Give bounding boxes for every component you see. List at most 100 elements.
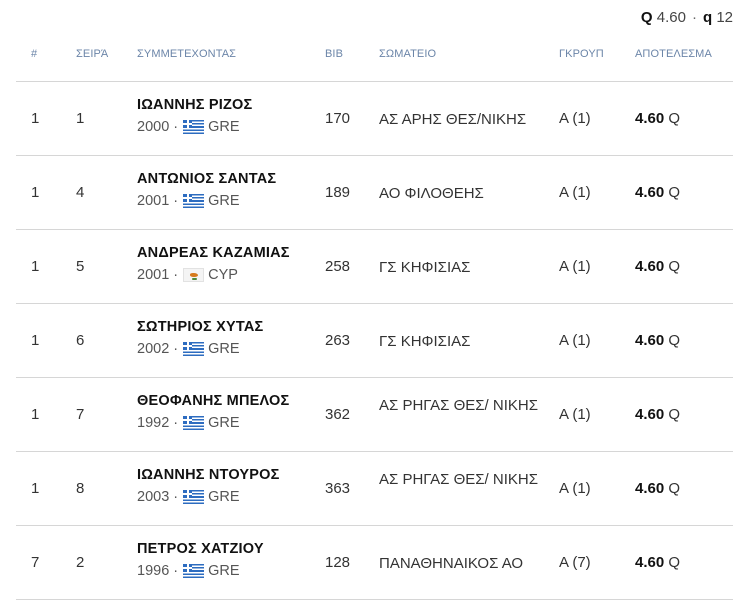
qualification-badge: Q <box>668 258 681 275</box>
qualification-badge: Q <box>668 184 681 201</box>
info-separator: · <box>173 341 179 357</box>
country-code: GRE <box>208 341 240 357</box>
header-result: ΑΠΟΤΕΛΕΣΜΑ <box>635 48 712 60</box>
athlete-info: 2003 · GRE <box>137 489 240 505</box>
athlete-name-link[interactable]: ΘΕΟΦΑΝΗΣ ΜΠΕΛΟΣ <box>137 393 290 409</box>
table-row[interactable]: 1 1 ΙΩΑΝΝΗΣ ΡΙΖΟΣ 2000 · GRE 170 ΑΣ ΑΡΗΣ… <box>16 82 733 156</box>
bib-cell: 170 <box>325 110 351 127</box>
qualification-badge: Q <box>668 406 681 423</box>
greece-flag-icon <box>183 194 205 208</box>
qualification-badge: Q <box>668 332 681 349</box>
birth-year: 2002 <box>137 341 170 357</box>
club-cell: ΑΣ ΑΡΗΣ ΘΕΣ/ΝΙΚΗΣ <box>379 111 527 128</box>
header-heat: ΣΕΙΡΆ <box>76 48 109 60</box>
heat-cell: 1 <box>76 110 85 127</box>
group-cell: A (1) <box>559 332 591 349</box>
qualification-badge: Q <box>668 110 681 127</box>
heat-cell: 6 <box>76 332 85 349</box>
qualification-badge: Q <box>668 554 681 571</box>
rank-cell: 1 <box>31 480 40 497</box>
athlete-name-link[interactable]: ΙΩΑΝΝΗΣ ΡΙΖΟΣ <box>137 97 253 113</box>
info-separator: · <box>173 119 179 135</box>
group-cell: A (1) <box>559 480 591 497</box>
table-row[interactable]: 1 4 ΑΝΤΩΝΙΟΣ ΣΑΝΤΑΣ 2001 · GRE 189 ΑΟ ΦΙ… <box>16 156 733 230</box>
club-cell: ΓΣ ΚΗΦΙΣΙΑΣ <box>379 259 471 276</box>
info-separator: · <box>173 489 179 505</box>
info-separator: · <box>173 563 179 579</box>
result-mark: 4.60 <box>635 110 665 127</box>
greece-flag-icon <box>183 416 205 430</box>
table-row[interactable]: 1 6 ΣΩΤΗΡΙΟΣ ΧΥΤΑΣ 2002 · GRE 263 ΓΣ ΚΗΦ… <box>16 304 733 378</box>
q-count: 12 <box>716 9 733 26</box>
results-table: # ΣΕΙΡΆ ΣΥΜΜΕΤΕΧΟΝΤΑΣ BIB ΣΩΜΑΤΕΙΟ ΓΚΡΟΥ… <box>16 38 733 600</box>
athlete-name-link[interactable]: ΣΩΤΗΡΙΟΣ ΧΥΤΑΣ <box>137 319 264 335</box>
info-separator: · <box>173 267 179 283</box>
bib-cell: 263 <box>325 332 351 349</box>
table-row[interactable]: 1 7 ΘΕΟΦΑΝΗΣ ΜΠΕΛΟΣ 1992 · GRE 362 ΑΣ ΡΗ… <box>16 378 733 452</box>
header-name: ΣΥΜΜΕΤΕΧΟΝΤΑΣ <box>137 48 237 60</box>
table-row[interactable]: 1 5 ΑΝΔΡΕΑΣ ΚΑΖΑΜΙΑΣ 2001 · CYP 258 ΓΣ Κ… <box>16 230 733 304</box>
bib-cell: 362 <box>325 406 351 423</box>
header-group: ΓΚΡΟΥΠ <box>559 48 604 60</box>
athlete-info: 1992 · GRE <box>137 415 240 431</box>
birth-year: 2001 <box>137 267 170 283</box>
athlete-name-link[interactable]: ΙΩΑΝΝΗΣ ΝΤΟΥΡΟΣ <box>137 467 280 483</box>
table-row[interactable]: 1 8 ΙΩΑΝΝΗΣ ΝΤΟΥΡΟΣ 2003 · GRE 363 ΑΣ ΡΗ… <box>16 452 733 526</box>
result-mark: 4.60 <box>635 406 665 423</box>
qualification-badge: Q <box>668 480 681 497</box>
q-value: 4.60 <box>656 9 686 26</box>
result-mark: 4.60 <box>635 332 665 349</box>
qual-separator: · <box>691 9 697 26</box>
result-cell: 4.60 Q <box>635 258 680 275</box>
club-cell: ΠΑΝΑΘΗΝΑΙΚΟΣ ΑΟ <box>379 555 524 572</box>
club-cell: ΑΣ ΡΗΓΑΣ ΘΕΣ/ ΝΙΚΗΣ <box>379 471 539 488</box>
result-cell: 4.60 Q <box>635 406 680 423</box>
country-code: GRE <box>208 489 240 505</box>
heat-cell: 4 <box>76 184 85 201</box>
header-rank: # <box>31 48 38 60</box>
bib-cell: 363 <box>325 480 351 497</box>
country-code: GRE <box>208 415 240 431</box>
result-mark: 4.60 <box>635 258 665 275</box>
athlete-name-link[interactable]: ΠΕΤΡΟΣ ΧΑΤΖΙΟΥ <box>137 541 264 557</box>
table-row[interactable]: 7 2 ΠΕΤΡΟΣ ΧΑΤΖΙΟΥ 1996 · GRE 128 ΠΑΝΑΘΗ… <box>16 526 733 600</box>
country-code: CYP <box>208 267 238 283</box>
info-separator: · <box>173 415 179 431</box>
result-cell: 4.60 Q <box>635 110 680 127</box>
bib-cell: 128 <box>325 554 351 571</box>
table-header: # ΣΕΙΡΆ ΣΥΜΜΕΤΕΧΟΝΤΑΣ BIB ΣΩΜΑΤΕΙΟ ΓΚΡΟΥ… <box>16 38 733 82</box>
group-cell: A (1) <box>559 110 591 127</box>
country-code: GRE <box>208 193 240 209</box>
heat-cell: 5 <box>76 258 85 275</box>
athlete-name-link[interactable]: ΑΝΤΩΝΙΟΣ ΣΑΝΤΑΣ <box>137 171 277 187</box>
bib-cell: 258 <box>325 258 351 275</box>
athlete-info: 2001 · CYP <box>137 267 238 283</box>
greece-flag-icon <box>183 564 205 578</box>
birth-year: 2003 <box>137 489 170 505</box>
result-cell: 4.60 Q <box>635 332 680 349</box>
athlete-name-link[interactable]: ΑΝΔΡΕΑΣ ΚΑΖΑΜΙΑΣ <box>137 245 290 261</box>
group-cell: A (1) <box>559 184 591 201</box>
q-small-label: q <box>702 9 713 26</box>
q-label: Q <box>640 9 653 26</box>
heat-cell: 8 <box>76 480 85 497</box>
heat-cell: 7 <box>76 406 85 423</box>
header-bib: BIB <box>325 48 344 60</box>
athlete-info: 2001 · GRE <box>137 193 240 209</box>
club-cell: ΑΟ ΦΙΛΟΘΕΗΣ <box>379 185 484 202</box>
result-mark: 4.60 <box>635 184 665 201</box>
rank-cell: 1 <box>31 184 40 201</box>
birth-year: 2000 <box>137 119 170 135</box>
country-code: GRE <box>208 119 240 135</box>
club-cell: ΓΣ ΚΗΦΙΣΙΑΣ <box>379 333 471 350</box>
athlete-info: 1996 · GRE <box>137 563 240 579</box>
result-cell: 4.60 Q <box>635 480 680 497</box>
result-mark: 4.60 <box>635 554 665 571</box>
rank-cell: 1 <box>31 258 40 275</box>
rank-cell: 7 <box>31 554 40 571</box>
result-mark: 4.60 <box>635 480 665 497</box>
group-cell: A (7) <box>559 554 591 571</box>
country-code: GRE <box>208 563 240 579</box>
rank-cell: 1 <box>31 110 40 127</box>
rank-cell: 1 <box>31 332 40 349</box>
